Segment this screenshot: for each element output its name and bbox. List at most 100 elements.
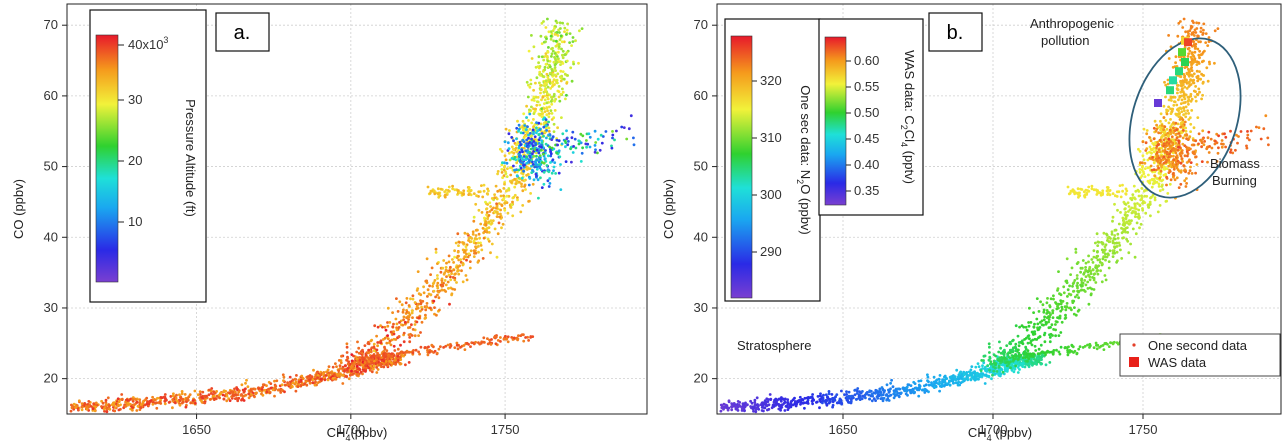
panel-a-data-point bbox=[404, 301, 408, 305]
panel-a-data-point bbox=[446, 280, 450, 284]
panel-b-data-point bbox=[1034, 359, 1038, 362]
panel-b-data-point bbox=[1071, 284, 1074, 288]
panel-b-data-point bbox=[1158, 139, 1162, 142]
panel-a-data-point bbox=[456, 250, 460, 254]
panel-b-data-point bbox=[1148, 145, 1152, 149]
panel-b-data-point bbox=[1190, 172, 1194, 175]
panel-b-data-point bbox=[1184, 112, 1188, 115]
panel-a-data-point bbox=[429, 189, 433, 193]
panel-b-data-point bbox=[1206, 44, 1210, 47]
panel-a-data-point bbox=[521, 150, 524, 154]
panel-a-data-point bbox=[498, 215, 502, 219]
panel-b-data-point bbox=[1165, 112, 1169, 116]
panel-a-data-point bbox=[527, 339, 530, 342]
panel-b-data-point bbox=[1056, 304, 1059, 308]
panel-a-data-point bbox=[417, 334, 420, 337]
panel-a-data-point bbox=[527, 183, 531, 187]
panel-b-data-point bbox=[753, 398, 757, 402]
panel-a-data-point bbox=[508, 129, 511, 132]
panel-b-data-point bbox=[803, 396, 807, 400]
panel-b-data-point bbox=[1189, 26, 1193, 30]
panel-a-data-point bbox=[439, 187, 443, 191]
panel-a-data-point bbox=[477, 190, 481, 194]
panel-a-data-point bbox=[513, 193, 517, 197]
panel-b-data-point bbox=[752, 406, 755, 409]
panel-a-data-point bbox=[511, 214, 515, 218]
panel-b-data-point bbox=[1048, 361, 1052, 364]
panel-a-data-point bbox=[225, 399, 229, 403]
panel-a-data-point bbox=[615, 129, 618, 133]
panel-b-data-point bbox=[1055, 320, 1059, 324]
panel-a-data-point bbox=[552, 39, 556, 43]
panel-a-data-point bbox=[353, 370, 357, 373]
panel-a-data-point bbox=[376, 351, 379, 355]
panel-a-colorbar-tick-top: 40x103 bbox=[128, 35, 168, 52]
panel-b-data-point bbox=[1016, 334, 1020, 338]
panel-a-data-point bbox=[535, 158, 538, 162]
panel-a-data-point bbox=[516, 119, 519, 123]
panel-a-data-point bbox=[545, 37, 548, 41]
panel-a-data-point bbox=[389, 330, 393, 334]
panel-a-data-point bbox=[116, 397, 120, 401]
panel-a-data-point bbox=[579, 132, 583, 136]
panel-b-data-point bbox=[787, 406, 791, 410]
panel-b-data-point bbox=[1048, 304, 1052, 307]
panel-a-cb-tick-sup: 3 bbox=[163, 35, 168, 45]
panel-a-data-point bbox=[440, 281, 444, 284]
panel-b-data-point bbox=[997, 350, 1001, 354]
panel-b-data-point bbox=[1152, 182, 1155, 185]
panel-b-data-point bbox=[1019, 363, 1022, 367]
panel-a-data-point bbox=[535, 103, 539, 107]
panel-a-data-point bbox=[579, 141, 583, 145]
panel-b-data-point bbox=[1042, 318, 1046, 322]
panel-a-data-point bbox=[376, 344, 379, 348]
panel-a-data-point bbox=[580, 27, 584, 30]
panel-a-data-point bbox=[443, 279, 447, 282]
panel-a-data-point bbox=[522, 164, 525, 167]
panel-a-data-point bbox=[447, 185, 451, 189]
panel-b-data-point bbox=[992, 365, 995, 369]
panel-a-data-point bbox=[453, 249, 456, 253]
panel-a-data-point bbox=[330, 372, 334, 375]
panel-b-data-point bbox=[926, 375, 930, 379]
panel-b-data-point bbox=[1075, 284, 1079, 288]
panel-b-data-point bbox=[973, 372, 976, 375]
panel-a-data-point bbox=[560, 47, 563, 51]
panel-a-data-point bbox=[547, 30, 551, 34]
panel-a-data-point bbox=[440, 277, 444, 281]
panel-a-data-point bbox=[293, 377, 297, 381]
panel-a-data-point bbox=[70, 403, 73, 407]
panel-b-data-point bbox=[1181, 79, 1185, 83]
panel-b-data-point bbox=[997, 364, 1001, 368]
panel-a-data-point bbox=[558, 99, 562, 103]
panel-b-data-point bbox=[1049, 326, 1052, 329]
panel-b-data-point bbox=[1195, 21, 1198, 25]
panel-a-data-point bbox=[497, 202, 501, 205]
panel-b-data-point bbox=[884, 394, 888, 397]
panel-a-data-point bbox=[489, 205, 492, 208]
panel-a-colorbar-ticks bbox=[118, 44, 124, 223]
panel-a-data-point bbox=[500, 204, 504, 208]
panel-b-data-point bbox=[890, 378, 893, 382]
panel-b-data-point bbox=[753, 403, 757, 406]
panel-a-data-point bbox=[116, 404, 120, 407]
panel-b-data-point bbox=[895, 393, 898, 396]
panel-b-points bbox=[719, 17, 1270, 414]
panel-b-data-point bbox=[1208, 62, 1211, 66]
panel-a-data-point bbox=[490, 197, 494, 200]
panel-b-data-point bbox=[1186, 109, 1189, 112]
panel-b-data-point bbox=[809, 395, 813, 399]
panel-b-data-point bbox=[1095, 256, 1098, 259]
panel-a-data-point bbox=[389, 343, 393, 347]
panel-a-data-point bbox=[553, 83, 556, 86]
panel-a-data-point bbox=[346, 362, 350, 366]
panel-b-data-point bbox=[1202, 28, 1205, 32]
panel-b-data-point bbox=[1045, 301, 1049, 305]
panel-a-data-point bbox=[378, 353, 381, 357]
panel-a-data-point bbox=[347, 377, 351, 381]
panel-b-data-point bbox=[1156, 210, 1160, 214]
panel-b-data-point bbox=[990, 377, 993, 381]
panel-b-data-point bbox=[1127, 251, 1131, 255]
panel-a-data-point bbox=[335, 365, 338, 368]
panel-a-data-point bbox=[552, 130, 556, 134]
